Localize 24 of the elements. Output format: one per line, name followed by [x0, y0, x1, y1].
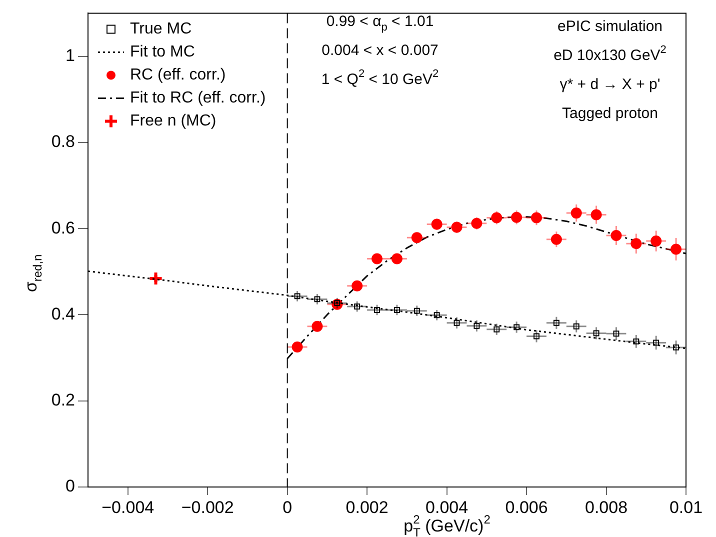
y-tick-label: 0.2 [51, 390, 75, 410]
legend-label: Fit to MC [130, 44, 195, 61]
y-tick-label: 1 [66, 46, 75, 65]
y-tick-label: 0.8 [51, 132, 75, 152]
y-axis-title: σred,n [22, 254, 44, 292]
x-tick-label: 0.006 [505, 498, 548, 517]
x-tick-label: 0 [282, 498, 292, 517]
y-tick-label: 0 [66, 476, 75, 496]
x-tick-label: 0.004 [426, 498, 468, 517]
annotation: Tagged proton [562, 105, 658, 122]
legend-label: Free n (MC) [130, 112, 216, 130]
y-tick-label: 0.6 [51, 218, 75, 238]
x-tick-label: 0.008 [584, 498, 628, 517]
annotation: 0.004 < x < 0.007 [322, 42, 438, 60]
annotation: γ* + d → X + p' [560, 76, 660, 94]
legend-label: RC (eff. corr.) [130, 66, 226, 84]
x-tick-label: −0.002 [181, 498, 234, 517]
x-tick-label: −0.004 [102, 498, 154, 517]
legend-label: True MC [130, 20, 192, 38]
x-tick-label: 0.01 [669, 498, 703, 517]
annotation: ePIC simulation [557, 18, 663, 36]
y-tick-label: 0.4 [51, 304, 75, 324]
x-tick-label: 0.002 [346, 498, 388, 517]
legend-label: Fit to RC (eff. corr.) [130, 90, 266, 107]
